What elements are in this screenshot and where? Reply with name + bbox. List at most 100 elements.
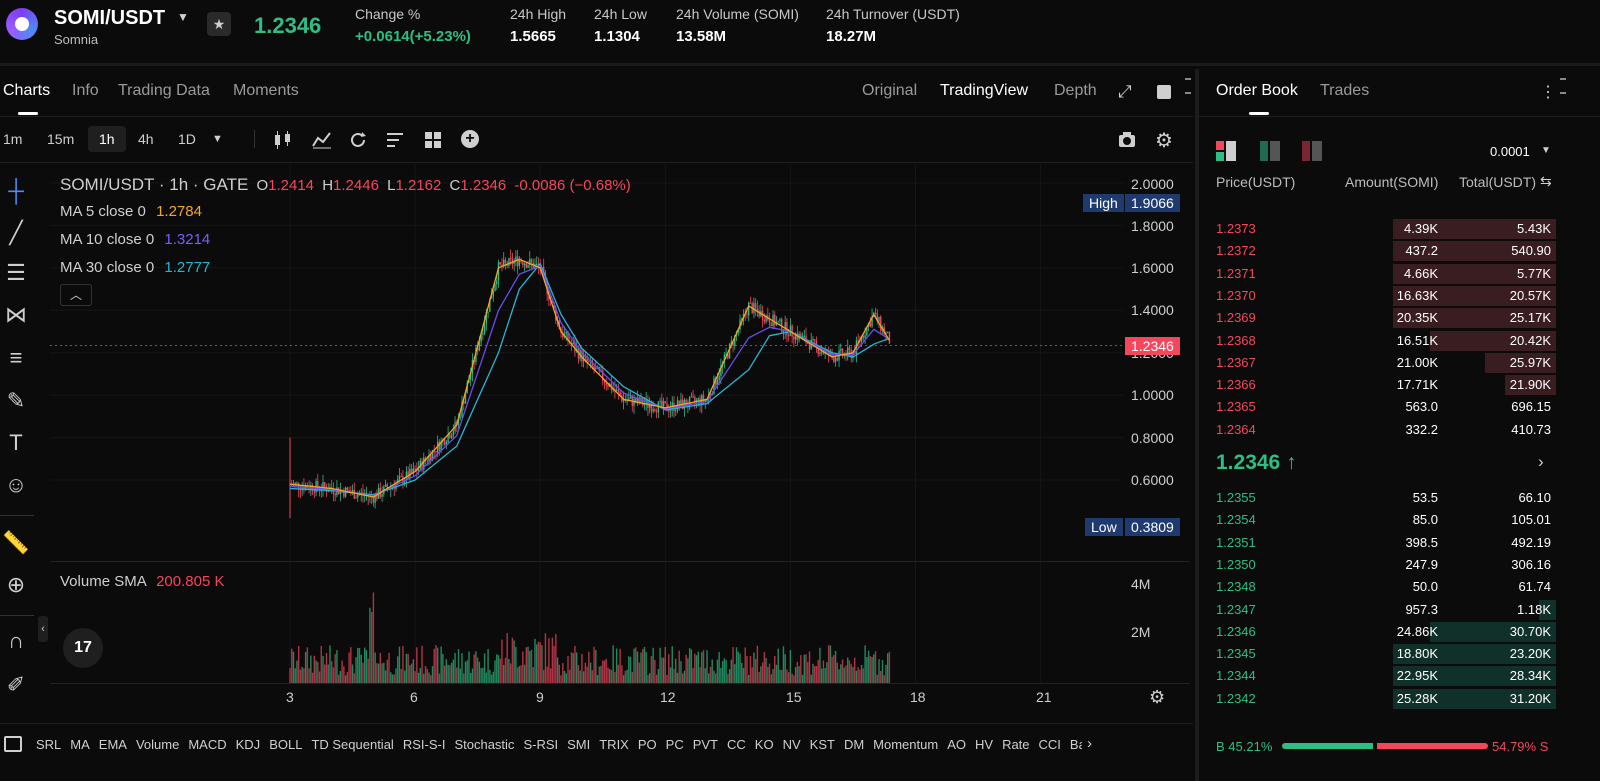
pair-title[interactable]: SOMI/USDT [54,7,166,29]
lock-drawing-icon[interactable]: ✐ [6,672,26,697]
collapse-legend-icon[interactable]: ︿ [60,284,92,306]
indicator-trix[interactable]: TRIX [599,737,629,752]
indicator-cc[interactable]: CC [727,737,746,752]
indicator-rate[interactable]: Rate [1002,737,1030,752]
toggle-total-icon[interactable]: ⇆ [1540,173,1552,189]
indicator-td-sequential[interactable]: TD Sequential [311,737,394,752]
view-both-icon[interactable] [1216,141,1238,161]
precision-dropdown-icon[interactable]: ▼ [1541,145,1551,156]
indicator-ema[interactable]: EMA [98,737,127,752]
bid-row[interactable]: 1.2348 50.0 61.74 [1216,576,1556,598]
timeframe-1h[interactable]: 1h [99,131,115,147]
indicator-hv[interactable]: HV [975,737,994,752]
indicator-momentum[interactable]: Momentum [873,737,939,752]
precision-select[interactable]: 0.0001 [1490,144,1530,159]
calendar-icon[interactable] [4,736,22,752]
indicator-smi[interactable]: SMI [567,737,591,752]
indicator-ko[interactable]: KO [754,737,774,752]
fullscreen-icon[interactable]: ⤢ [1118,82,1132,101]
ask-row[interactable]: 1.2365 563.0 696.15 [1216,396,1556,418]
tab-moments[interactable]: Moments [233,82,299,99]
zoom-in-icon[interactable]: ⊕ [6,572,26,597]
indicator-balance[interactable]: Balance [1069,737,1082,752]
ask-row[interactable]: 1.2366 17.71K 21.90K [1216,374,1556,396]
indicator-kst[interactable]: KST [809,737,835,752]
timeframe-1m[interactable]: 1m [3,131,23,147]
ask-row[interactable]: 1.2370 16.63K 20.57K [1216,285,1556,307]
tab-trades[interactable]: Trades [1320,82,1370,99]
indicator-nv[interactable]: NV [782,737,801,752]
ask-row[interactable]: 1.2372 437.2 540.90 [1216,240,1556,262]
ask-row[interactable]: 1.2364 332.2 410.73 [1216,419,1556,441]
mid-price[interactable]: 1.2346 ↑ [1216,451,1297,475]
pane-divider[interactable] [50,561,1190,562]
brush-icon[interactable]: ✎ [6,388,26,413]
projection-icon[interactable]: ≡ [9,345,23,370]
bid-row[interactable]: 1.2346 24.86K 30.70K [1216,621,1556,643]
bid-row[interactable]: 1.2355 53.5 66.10 [1216,487,1556,509]
layout-icon[interactable] [1157,85,1171,99]
tradingview-logo-icon[interactable]: 17 [63,628,103,668]
indicator-volume[interactable]: Volume [135,737,180,752]
indicator-stochastic[interactable]: Stochastic [454,737,515,752]
camera-icon[interactable] [1117,130,1137,150]
ruler-icon[interactable]: 📏 [2,530,30,555]
tab-order-book[interactable]: Order Book [1216,82,1298,99]
settings-gear-icon[interactable]: ⚙ [1155,130,1173,152]
view-original[interactable]: Original [862,82,918,99]
bid-row[interactable]: 1.2345 18.80K 23.20K [1216,643,1556,665]
trendline-icon[interactable]: ╱ [9,220,23,245]
indicator-dm[interactable]: DM [843,737,865,752]
view-tradingview[interactable]: TradingView [940,82,1029,99]
view-bids-icon[interactable] [1260,141,1282,161]
crosshair-icon[interactable]: ┼ [8,178,24,203]
emoji-icon[interactable]: ☺ [4,472,28,497]
indicator-cci[interactable]: CCI [1038,737,1061,752]
indicator-pc[interactable]: PC [665,737,684,752]
magnet-icon[interactable]: ∩ [8,628,24,653]
indicator-pvt[interactable]: PVT [692,737,719,752]
ask-row[interactable]: 1.2371 4.66K 5.77K [1216,263,1556,285]
indicator-macd[interactable]: MACD [188,737,227,752]
bid-row[interactable]: 1.2354 85.0 105.01 [1216,509,1556,531]
timeframe-dropdown-icon[interactable]: ▼ [212,133,223,145]
ask-row[interactable]: 1.2368 16.51K 20.42K [1216,330,1556,352]
col-total[interactable]: Total(USDT) [1459,174,1537,190]
replay-icon[interactable] [348,130,368,150]
indicator-rsi-s-i[interactable]: RSI-S-I [402,737,446,752]
bid-row[interactable]: 1.2344 22.95K 28.34K [1216,665,1556,687]
ask-row[interactable]: 1.2373 4.39K 5.43K [1216,218,1556,240]
indicator-scroll-right-icon[interactable]: › [1087,735,1092,752]
candlestick-type-icon[interactable] [272,130,294,150]
indicator-po[interactable]: PO [637,737,657,752]
tab-charts[interactable]: Charts [3,82,51,99]
ask-row[interactable]: 1.2367 21.00K 25.97K [1216,352,1556,374]
panel-divider[interactable] [1195,69,1199,781]
drag-handle-icon[interactable] [1560,78,1566,94]
tab-trading-data[interactable]: Trading Data [118,82,210,99]
pattern-icon[interactable]: ⋈ [5,302,27,327]
pair-dropdown-icon[interactable]: ▼ [177,10,189,24]
indicator-s-rsi[interactable]: S-RSI [523,737,559,752]
indicator-srl[interactable]: SRL [36,737,62,752]
layout-grid-icon[interactable] [423,130,443,150]
text-tool-icon[interactable]: T [9,430,23,455]
view-asks-icon[interactable] [1302,141,1324,161]
collapse-toolbar-icon[interactable]: ‹ [38,616,48,642]
chevron-right-icon[interactable]: › [1538,452,1544,471]
favorite-star-icon[interactable]: ★ [207,12,231,36]
price-chart[interactable] [50,164,1190,684]
view-depth[interactable]: Depth [1054,82,1097,99]
indicators-icon[interactable] [311,130,333,150]
axis-settings-icon[interactable]: ⚙ [1149,687,1166,707]
indicator-boll[interactable]: BOLL [269,737,303,752]
bid-row[interactable]: 1.2342 25.28K 31.20K [1216,688,1556,710]
indicator-ma[interactable]: MA [70,737,90,752]
ask-row[interactable]: 1.2369 20.35K 25.17K [1216,307,1556,329]
fib-lines-icon[interactable]: ☰ [6,260,26,285]
more-options-icon[interactable]: ⋮ [1540,84,1556,101]
bid-row[interactable]: 1.2351 398.5 492.19 [1216,532,1556,554]
add-plus-icon[interactable]: + [461,130,479,148]
drag-handle-icon[interactable] [1185,78,1191,94]
templates-icon[interactable] [385,130,405,150]
